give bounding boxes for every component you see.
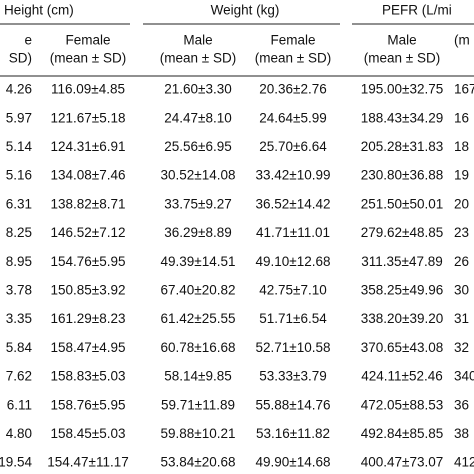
cell: 279.62±48.85 <box>361 225 443 240</box>
cell: 49.90±14.68 <box>256 455 331 470</box>
cell: 30.52±14.08 <box>161 168 236 183</box>
cell: 4.80 <box>6 426 32 441</box>
cell: 61.42±25.55 <box>161 311 236 326</box>
column-header: (mean ± SD) <box>160 51 236 66</box>
cell: 53.33±3.79 <box>259 369 326 384</box>
cell: 4.26 <box>6 82 32 97</box>
cell: 52.71±10.58 <box>256 340 331 355</box>
cell: 36 <box>454 397 469 412</box>
cell: 59.88±10.21 <box>161 426 236 441</box>
group-header: Height (cm) <box>4 3 74 18</box>
cell: 24.47±8.10 <box>164 110 231 125</box>
cell: 158.83±5.03 <box>51 369 126 384</box>
cell: 36.29±8.89 <box>164 225 231 240</box>
group-header: Weight (kg) <box>211 3 280 18</box>
column-header: (mean ± SD) <box>364 51 440 66</box>
cell: 424.11±52.46 <box>361 369 442 384</box>
cell: 25.56±6.95 <box>164 139 231 154</box>
cell: 188.43±34.29 <box>361 110 443 125</box>
cell: 158.47±4.95 <box>51 340 126 355</box>
cell: 51.71±6.54 <box>259 311 327 326</box>
cell: 8.95 <box>6 254 32 269</box>
cell: 230.80±36.88 <box>361 168 443 183</box>
cell: 251.50±50.01 <box>361 196 443 211</box>
cell: 338.20±39.20 <box>361 311 443 326</box>
cell: 116.09±4.85 <box>51 82 125 97</box>
cell: 340. <box>454 369 474 384</box>
cell: 167 <box>454 82 474 97</box>
cell: 16 <box>454 110 469 125</box>
cell: 60.78±16.68 <box>161 340 236 355</box>
column-header: (mean ± SD) <box>255 51 331 66</box>
cell: 36.52±14.42 <box>256 196 331 211</box>
column-header: Male <box>183 33 212 48</box>
column-header: SD) <box>9 51 32 66</box>
cell: 26 <box>454 254 469 269</box>
cell: 146.52±7.12 <box>51 225 126 240</box>
cell: 400.47±73.07 <box>361 455 443 470</box>
group-header: PEFR (L/mi <box>382 3 452 18</box>
cell: 138.82±8.71 <box>51 196 126 211</box>
cell: 3.78 <box>6 282 32 297</box>
cell: 21.60±3.30 <box>164 82 231 97</box>
column-header: Male <box>387 33 416 48</box>
cell: 5.14 <box>6 139 33 154</box>
cell: 33.75±9.27 <box>164 196 231 211</box>
cell: 311.35±47.89 <box>361 254 442 269</box>
cell: 3.35 <box>6 311 32 326</box>
cell: 25.70±6.64 <box>259 139 327 154</box>
cell: 6.31 <box>6 196 32 211</box>
cell: 32 <box>454 340 469 355</box>
cell: 5.97 <box>6 110 32 125</box>
cell: 8.25 <box>6 225 32 240</box>
cell: 18 <box>454 139 469 154</box>
cell: 161.29±8.23 <box>51 311 126 326</box>
cell: 492.84±85.85 <box>361 426 443 441</box>
cell: 49.10±12.68 <box>256 254 331 269</box>
cell: 472.05±88.53 <box>361 397 443 412</box>
cell: 6.11 <box>7 397 32 412</box>
cell: 412 <box>454 455 474 470</box>
cell: 158.45±5.03 <box>51 426 126 441</box>
cell: 30 <box>454 282 469 297</box>
cell: 23 <box>454 225 469 240</box>
cell: 124.31±6.91 <box>51 139 126 154</box>
cell: 358.25±49.96 <box>361 282 443 297</box>
column-header: (m <box>454 33 470 48</box>
cell: 205.28±31.83 <box>361 139 443 154</box>
cell: 195.00±32.75 <box>361 82 443 97</box>
cell: 41.71±11.01 <box>256 225 330 240</box>
cell: 158.76±5.95 <box>51 397 126 412</box>
cell: 24.64±5.99 <box>259 110 326 125</box>
cell: 67.40±20.82 <box>161 282 236 297</box>
cell: 19.54 <box>0 455 32 470</box>
cell: 53.84±20.68 <box>161 455 236 470</box>
cell: 55.88±14.76 <box>256 397 331 412</box>
cell: 33.42±10.99 <box>256 168 331 183</box>
cell: 150.85±3.92 <box>51 282 126 297</box>
cell: 19 <box>454 168 469 183</box>
cell: 154.47±11.17 <box>47 455 128 470</box>
cell: 7.62 <box>6 369 32 384</box>
cell: 42.75±7.10 <box>259 282 326 297</box>
cell: 38 <box>454 426 469 441</box>
cell: 154.76±5.95 <box>51 254 126 269</box>
cell: 5.16 <box>6 168 32 183</box>
column-header: Female <box>65 33 110 48</box>
cell: 49.39±14.51 <box>161 254 236 269</box>
cell: 121.67±5.18 <box>51 110 126 125</box>
cell: 134.08±7.46 <box>51 168 126 183</box>
cell: 31 <box>454 311 469 326</box>
cell: 5.84 <box>6 340 33 355</box>
column-header: Female <box>270 33 315 48</box>
cell: 53.16±11.82 <box>256 426 330 441</box>
column-header: e <box>24 33 32 48</box>
cell: 58.14±9.85 <box>164 369 231 384</box>
column-header: (mean ± SD) <box>50 51 126 66</box>
cell: 370.65±43.08 <box>361 340 443 355</box>
cell: 59.71±11.89 <box>161 397 235 412</box>
cell: 20.36±2.76 <box>259 82 326 97</box>
cell: 20 <box>454 196 469 211</box>
